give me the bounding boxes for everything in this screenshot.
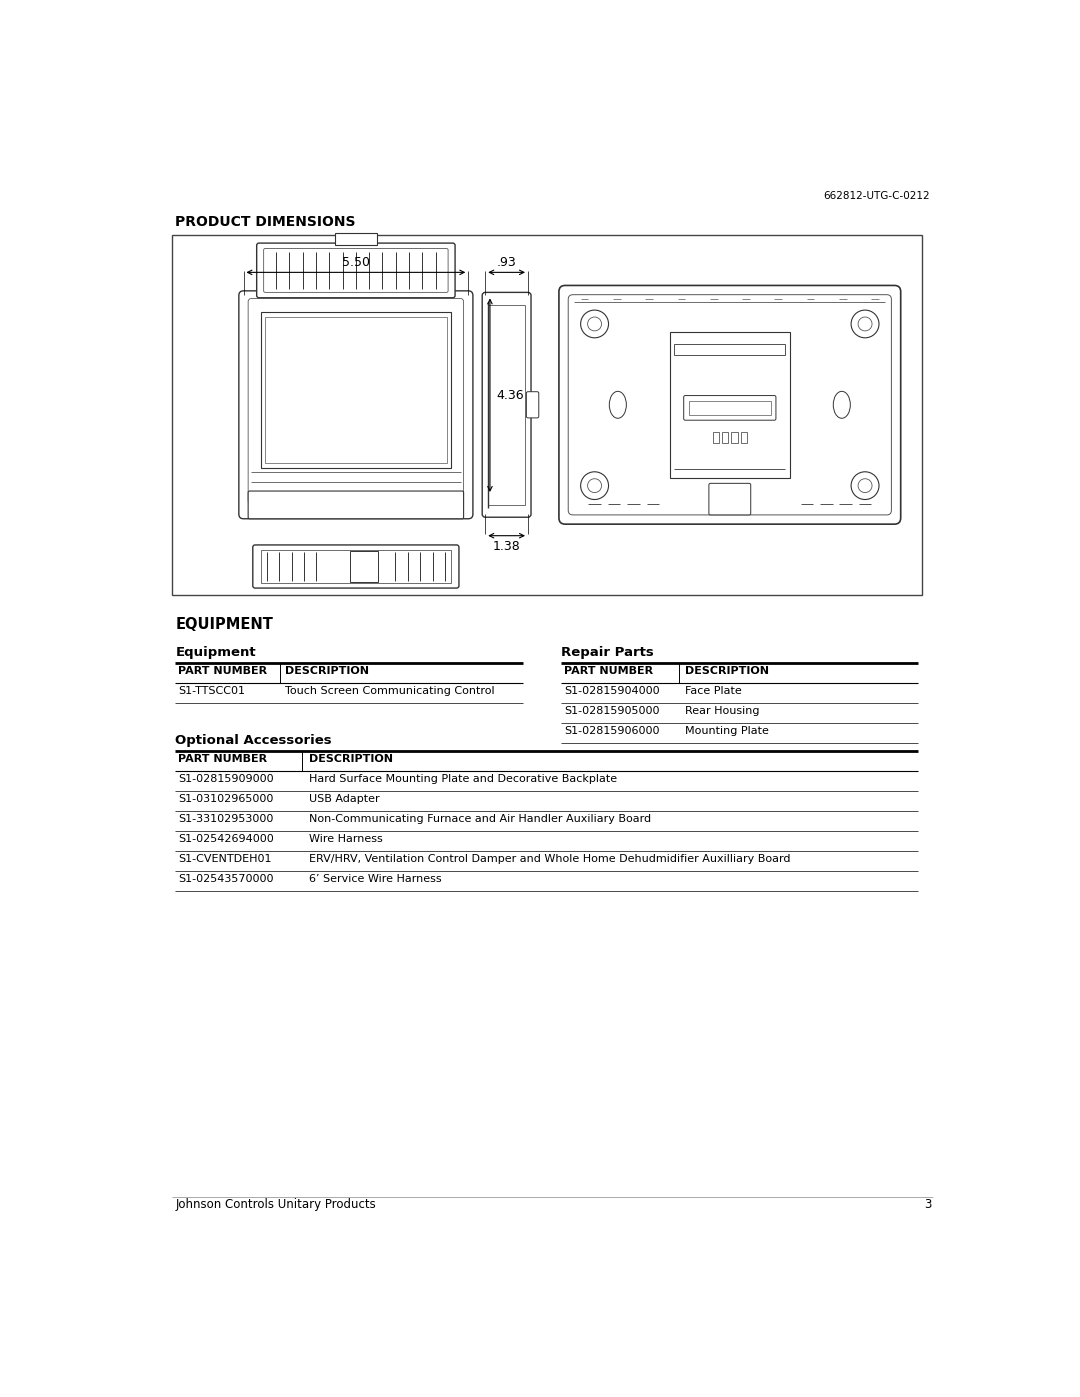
Text: Face Plate: Face Plate [685, 686, 742, 696]
Text: S1-TTSCC01: S1-TTSCC01 [178, 686, 245, 696]
FancyBboxPatch shape [482, 292, 531, 517]
Text: Non-Communicating Furnace and Air Handler Auxiliary Board: Non-Communicating Furnace and Air Handle… [309, 813, 651, 824]
Ellipse shape [609, 391, 626, 418]
FancyBboxPatch shape [708, 483, 751, 515]
Text: 3: 3 [924, 1199, 932, 1211]
Text: Mounting Plate: Mounting Plate [685, 726, 769, 736]
FancyBboxPatch shape [239, 291, 473, 518]
Text: 4.36: 4.36 [496, 388, 524, 402]
Text: PART NUMBER: PART NUMBER [565, 666, 653, 676]
Circle shape [851, 472, 879, 500]
Bar [260, 313, 451, 468]
Text: 6’ Service Wire Harness: 6’ Service Wire Harness [309, 873, 442, 884]
Bar [674, 344, 785, 355]
Bar [172, 236, 921, 595]
Circle shape [588, 317, 602, 331]
FancyBboxPatch shape [684, 395, 775, 420]
FancyBboxPatch shape [248, 490, 463, 518]
Text: Rear Housing: Rear Housing [685, 705, 759, 715]
Bar [723, 432, 728, 443]
FancyBboxPatch shape [568, 295, 891, 515]
Text: 662812-UTG-C-0212: 662812-UTG-C-0212 [823, 191, 930, 201]
Text: S1-02815906000: S1-02815906000 [565, 726, 660, 736]
Bar [731, 432, 738, 443]
Text: PART NUMBER: PART NUMBER [178, 753, 268, 764]
Bar [260, 550, 451, 583]
Circle shape [588, 479, 602, 493]
FancyBboxPatch shape [526, 391, 539, 418]
Bar [350, 550, 378, 583]
Text: S1-02543570000: S1-02543570000 [178, 873, 274, 884]
Text: PRODUCT DIMENSIONS: PRODUCT DIMENSIONS [175, 215, 355, 229]
FancyBboxPatch shape [559, 285, 901, 524]
Text: 5.50: 5.50 [342, 256, 369, 270]
Bar [335, 233, 377, 246]
Text: PART NUMBER: PART NUMBER [178, 666, 268, 676]
Bar [713, 432, 719, 443]
Circle shape [859, 479, 872, 493]
Text: DESCRIPTION: DESCRIPTION [285, 666, 369, 676]
Circle shape [581, 472, 608, 500]
Ellipse shape [834, 391, 850, 418]
Bar [670, 331, 789, 478]
Circle shape [581, 310, 608, 338]
Text: Equipment: Equipment [175, 645, 256, 659]
Text: S1-02815904000: S1-02815904000 [565, 686, 660, 696]
Text: DESCRIPTION: DESCRIPTION [309, 753, 393, 764]
Text: 1.38: 1.38 [492, 539, 521, 553]
Circle shape [851, 310, 879, 338]
Text: USB Adapter: USB Adapter [309, 793, 379, 803]
Text: Repair Parts: Repair Parts [562, 645, 654, 659]
Text: Wire Harness: Wire Harness [309, 834, 382, 844]
Bar [488, 305, 525, 504]
Bar [689, 401, 770, 415]
Bar [266, 317, 446, 464]
Text: ERV/HRV, Ventilation Control Damper and Whole Home Dehudmidifier Auxilliary Boar: ERV/HRV, Ventilation Control Damper and … [309, 854, 791, 863]
Text: EQUIPMENT: EQUIPMENT [175, 616, 273, 631]
Text: S1-02542694000: S1-02542694000 [178, 834, 274, 844]
FancyBboxPatch shape [264, 249, 448, 292]
Text: Touch Screen Communicating Control: Touch Screen Communicating Control [285, 686, 495, 696]
Text: Hard Surface Mounting Plate and Decorative Backplate: Hard Surface Mounting Plate and Decorati… [309, 774, 617, 784]
Text: DESCRIPTION: DESCRIPTION [685, 666, 769, 676]
Text: Optional Accessories: Optional Accessories [175, 733, 332, 746]
Text: S1-03102965000: S1-03102965000 [178, 793, 273, 803]
Text: S1-02815909000: S1-02815909000 [178, 774, 274, 784]
FancyBboxPatch shape [257, 243, 455, 298]
Bar [741, 432, 747, 443]
Circle shape [859, 317, 872, 331]
FancyBboxPatch shape [248, 299, 463, 503]
Text: S1-CVENTDEH01: S1-CVENTDEH01 [178, 854, 272, 863]
Text: Johnson Controls Unitary Products: Johnson Controls Unitary Products [175, 1199, 376, 1211]
Text: S1-02815905000: S1-02815905000 [565, 705, 660, 715]
FancyBboxPatch shape [253, 545, 459, 588]
Text: .93: .93 [497, 256, 516, 270]
Text: S1-33102953000: S1-33102953000 [178, 813, 273, 824]
